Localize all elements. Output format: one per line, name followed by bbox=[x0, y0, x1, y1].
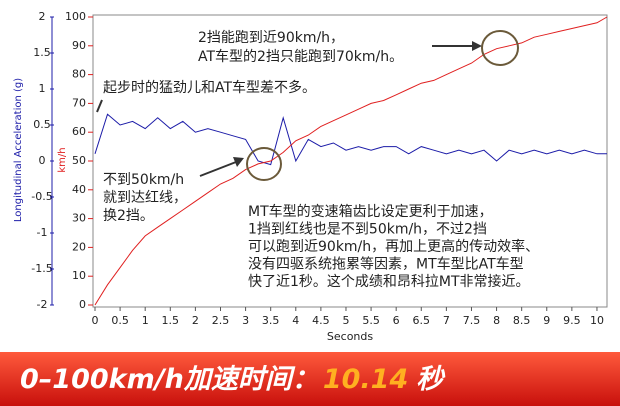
y2-axis-label: km/h bbox=[57, 147, 68, 172]
annotation: AT车型的2挡只能跑到70km/h。 bbox=[198, 48, 403, 65]
x-tick-label: 4 bbox=[292, 314, 299, 327]
x-tick-label: 10 bbox=[590, 314, 604, 327]
x-tick-label: 6 bbox=[393, 314, 400, 327]
banner bbox=[0, 352, 620, 406]
y-tick-label: 2 bbox=[39, 10, 46, 23]
annotation: 没有四驱系统拖累等因素，MT车型比AT车型 bbox=[248, 256, 524, 273]
y2-tick-label: 100 bbox=[65, 10, 86, 23]
y2-tick-label: 0 bbox=[79, 298, 86, 311]
x-tick-label: 8.5 bbox=[513, 314, 531, 327]
x-tick-label: 4.5 bbox=[312, 314, 330, 327]
x-tick-label: 9.5 bbox=[563, 314, 581, 327]
x-tick-label: 3.5 bbox=[262, 314, 280, 327]
arrow-head bbox=[233, 157, 244, 167]
banner-text: 0–100km/h加速时间： 10.14 秒 bbox=[20, 364, 446, 395]
banner-value: 10.14 bbox=[323, 364, 408, 395]
y-tick-label: 1 bbox=[39, 82, 46, 95]
x-tick-label: 7 bbox=[443, 314, 450, 327]
highlight-circle bbox=[481, 30, 519, 66]
banner-label: 0–100km/h加速时间： bbox=[20, 364, 319, 395]
series-line bbox=[94, 113, 607, 166]
y2-tick-label: 70 bbox=[72, 96, 86, 109]
x-tick-label: 0.5 bbox=[111, 314, 129, 327]
x-tick-label: 5 bbox=[342, 314, 349, 327]
annotation: 就到达红线， bbox=[103, 190, 187, 206]
annotation: 换2挡。 bbox=[103, 207, 154, 224]
y2-tick-label: 90 bbox=[72, 39, 86, 52]
y-tick-label: -1 bbox=[37, 226, 48, 239]
x-tick-label: 5.5 bbox=[362, 314, 380, 327]
y2-tick-label: 60 bbox=[72, 125, 86, 138]
annotation: MT车型的变速箱齿比设定更利于加速， bbox=[248, 203, 493, 220]
x-axis-label: Seconds bbox=[327, 330, 373, 343]
series-line bbox=[94, 16, 608, 306]
x-tick-label: 6.5 bbox=[413, 314, 431, 327]
y2-tick-label: 80 bbox=[72, 68, 86, 81]
y2-tick-label: 40 bbox=[72, 183, 86, 196]
x-tick-label: 7.5 bbox=[463, 314, 481, 327]
highlight-circle bbox=[246, 147, 282, 181]
plot-frame bbox=[92, 14, 608, 308]
y-tick-label: -2 bbox=[37, 298, 48, 311]
y-tick-label: 0.5 bbox=[33, 118, 51, 131]
y-tick-label: 0 bbox=[39, 154, 46, 167]
annotation: 起步时的猛劲儿和AT车型差不多。 bbox=[103, 79, 316, 96]
y-tick-label: -1.5 bbox=[31, 262, 52, 275]
banner-unit: 秒 bbox=[416, 364, 446, 395]
annotation: 可以跑到近90km/h，再加上更高的传动效率、 bbox=[248, 238, 539, 255]
annotation: 1挡到红线也是不到50km/h，不过2挡 bbox=[248, 222, 487, 238]
x-tick-label: 1.5 bbox=[162, 314, 180, 327]
arrow-head bbox=[472, 41, 482, 51]
x-tick-label: 1 bbox=[142, 314, 149, 327]
y2-tick-label: 50 bbox=[72, 154, 86, 167]
y-tick-label: -0.5 bbox=[31, 190, 52, 203]
x-tick-label: 0 bbox=[92, 314, 99, 327]
x-tick-label: 2.5 bbox=[212, 314, 230, 327]
x-tick-label: 3 bbox=[242, 314, 249, 327]
arrow bbox=[96, 99, 103, 113]
y2-tick-label: 10 bbox=[72, 269, 86, 282]
y2-tick-label: 20 bbox=[72, 240, 86, 253]
y-tick-label: 1.5 bbox=[33, 46, 51, 59]
y2-tick-label: 30 bbox=[72, 212, 86, 225]
arrow bbox=[199, 161, 237, 177]
x-tick-label: 8 bbox=[493, 314, 500, 327]
annotation: 快了近1秒。这个成绩和昂科拉MT非常接近。 bbox=[248, 273, 530, 290]
x-tick-label: 9 bbox=[543, 314, 550, 327]
y-axis-label: Longitudinal Acceleration (g) bbox=[13, 78, 24, 222]
annotation: 不到50km/h bbox=[103, 172, 184, 188]
annotation: 2挡能跑到近90km/h， bbox=[198, 30, 344, 46]
x-tick-label: 2 bbox=[192, 314, 199, 327]
